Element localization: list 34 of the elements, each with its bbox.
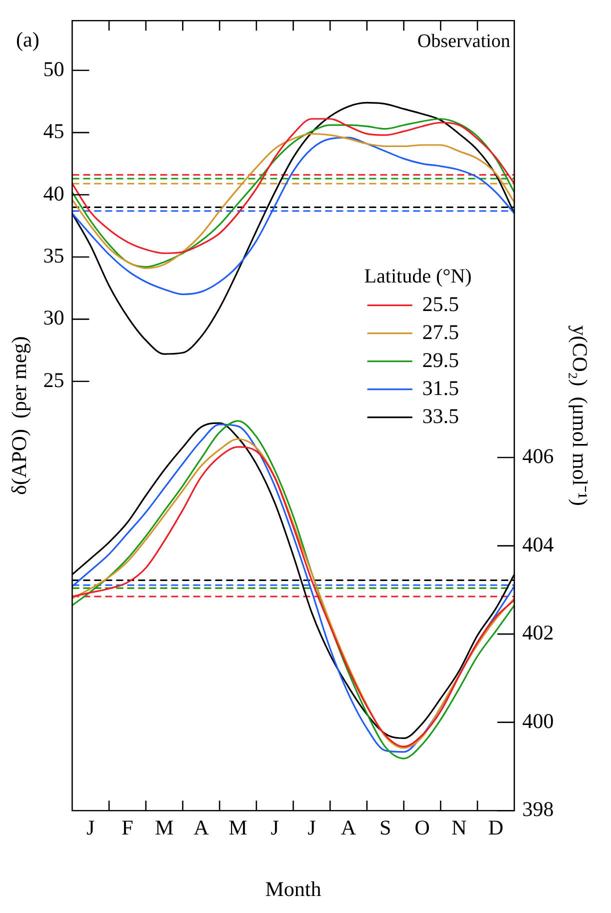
- y2-tick-label: 398: [522, 797, 554, 822]
- x-tick-label: O: [414, 816, 430, 840]
- x-tick-label: D: [488, 816, 504, 840]
- legend-label: 29.5: [422, 348, 460, 372]
- x-axis-title: Month: [265, 876, 322, 901]
- annotation: Observation: [417, 31, 511, 52]
- y2-tick-label: 404: [522, 532, 554, 556]
- y2-tick-label: 406: [522, 444, 554, 468]
- x-tick-label: M: [228, 816, 248, 840]
- legend-label: 31.5: [422, 376, 460, 400]
- legend-title: Latitude (°N): [364, 266, 472, 288]
- x-tick-label: A: [194, 816, 210, 840]
- y-tick-label: 40: [43, 181, 64, 206]
- y2-axis-title: y(CO₂) (μmol mol⁻¹): [568, 325, 592, 506]
- x-tick-label: F: [122, 816, 134, 840]
- y2-tick-label: 400: [522, 708, 554, 733]
- x-tick-label: M: [154, 816, 174, 840]
- y-tick-label: 35: [43, 243, 64, 268]
- legend-label: 33.5: [422, 404, 460, 428]
- x-tick-label: J: [270, 816, 279, 840]
- x-tick-label: S: [380, 816, 392, 840]
- x-tick-label: A: [340, 816, 357, 840]
- x-tick-label: N: [451, 816, 467, 840]
- y-tick-label: 45: [43, 119, 64, 144]
- y2-tick-label: 402: [522, 620, 554, 645]
- y-axis-title: δ(APO) (per meg): [7, 336, 32, 495]
- y-tick-label: 25: [43, 368, 64, 392]
- y-tick-label: 50: [43, 56, 64, 81]
- text: (a): [16, 28, 40, 52]
- x-tick-label: J: [86, 816, 95, 840]
- x-tick-label: J: [308, 816, 316, 840]
- legend-label: 27.5: [422, 320, 460, 344]
- y-tick-label: 30: [43, 306, 64, 330]
- legend-label: 25.5: [422, 292, 460, 316]
